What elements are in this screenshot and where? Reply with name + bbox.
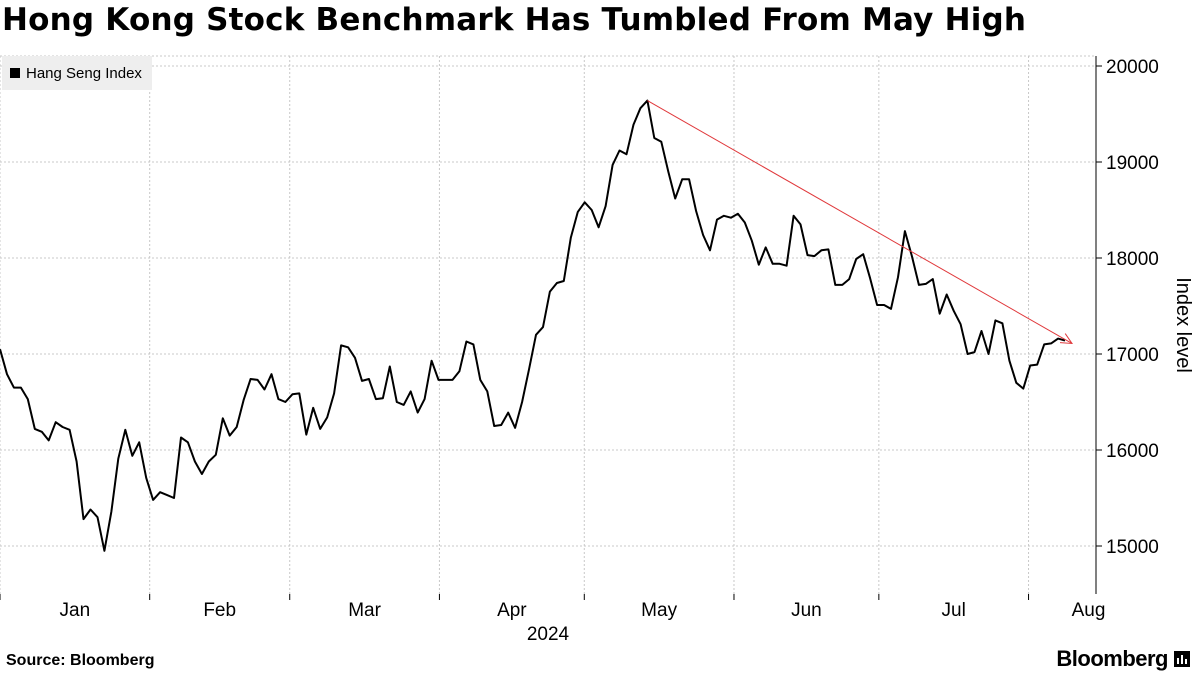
legend-swatch <box>10 68 20 78</box>
x-tick-label-apr: Apr <box>497 600 527 621</box>
bloomberg-logo: Bloomberg <box>1056 646 1190 672</box>
series-line-hang-seng-index <box>0 99 1066 552</box>
legend-label: Hang Seng Index <box>26 64 142 82</box>
trend-arrow-line <box>647 100 1073 344</box>
y-axis-label: Index level <box>1172 277 1194 373</box>
x-tick-label-feb: Feb <box>203 600 236 621</box>
x-tick-label-jan: Jan <box>60 600 91 621</box>
legend: Hang Seng Index <box>2 56 152 90</box>
x-tick-label-aug: Aug <box>1072 600 1106 621</box>
x-tick-label-jun: Jun <box>791 600 822 621</box>
y-tick-label-17000: 17000 <box>1106 345 1159 366</box>
y-tick-label-20000: 20000 <box>1106 57 1159 78</box>
series-layer <box>0 99 1066 552</box>
y-tick-label-15000: 15000 <box>1106 537 1159 558</box>
x-tick-label-jul: Jul <box>942 600 966 621</box>
bar-chart-icon <box>1174 651 1190 667</box>
grid <box>0 55 1096 594</box>
x-axis: Jan Feb Mar Apr May Jun Jul Aug 2024 <box>0 594 1105 645</box>
brand-name: Bloomberg <box>1056 646 1168 671</box>
x-tick-label-mar: Mar <box>348 600 381 621</box>
trend-arrow-head <box>1059 333 1073 345</box>
y-tick-label-18000: 18000 <box>1106 249 1159 270</box>
y-tick-label-19000: 19000 <box>1106 153 1159 174</box>
x-year-label: 2024 <box>527 624 570 645</box>
y-tick-label-16000: 16000 <box>1106 441 1159 462</box>
x-tick-label-may: May <box>641 600 677 621</box>
y-axis: 15000 16000 17000 18000 19000 20000 <box>1095 56 1159 594</box>
chart-title: Hong Kong Stock Benchmark Has Tumbled Fr… <box>2 2 1027 38</box>
source-note: Source: Bloomberg <box>6 652 155 669</box>
annotation-layer <box>647 100 1073 345</box>
